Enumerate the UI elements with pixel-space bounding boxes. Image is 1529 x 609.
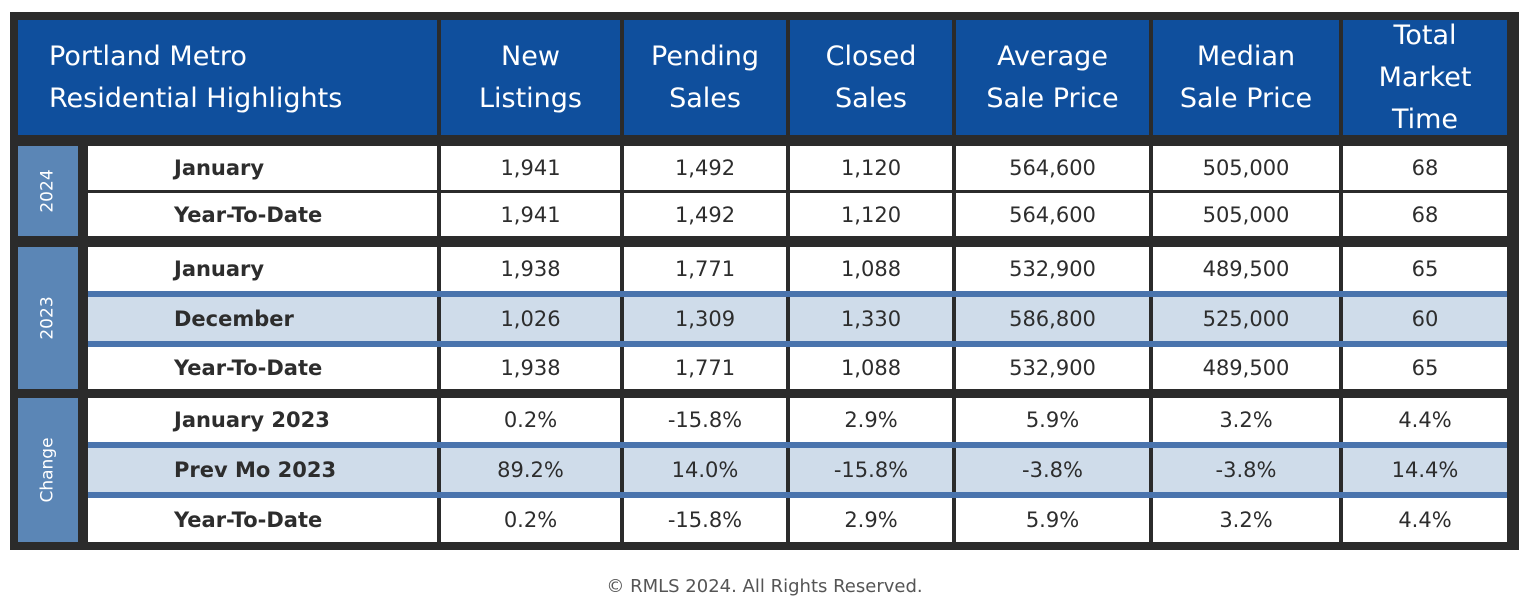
cell-pending-sales: 1,771 bbox=[624, 347, 786, 389]
title-line-2: Residential Highlights bbox=[49, 82, 343, 114]
cell-average-sale-price: 5.9% bbox=[956, 398, 1149, 442]
cell-total-market-time: 68 bbox=[1343, 146, 1507, 190]
cell-total-market-time: 14.4% bbox=[1343, 448, 1507, 492]
cell-closed-sales: 1,088 bbox=[790, 347, 952, 389]
copyright-footer: © RMLS 2024. All Rights Reserved. bbox=[606, 576, 923, 597]
header-total-market-time: Total Market Time bbox=[1343, 20, 1507, 135]
row-label: January bbox=[88, 146, 437, 190]
header-average-sale-price: Average Sale Price bbox=[956, 20, 1149, 135]
header-average-sale-price-line1: Average bbox=[997, 40, 1108, 72]
cell-new-listings: 0.2% bbox=[441, 498, 620, 542]
cell-new-listings: 89.2% bbox=[441, 448, 620, 492]
cell-closed-sales: -15.8% bbox=[790, 448, 952, 492]
row-label: January 2023 bbox=[88, 398, 437, 442]
row-label: Year-To-Date bbox=[88, 498, 437, 542]
row-divider bbox=[88, 442, 1507, 448]
header-median-sale-price: Median Sale Price bbox=[1153, 20, 1339, 135]
cell-median-sale-price: 3.2% bbox=[1153, 398, 1339, 442]
cell-total-market-time: 68 bbox=[1343, 193, 1507, 236]
header-new-listings-line2: Listings bbox=[478, 82, 583, 114]
cell-median-sale-price: 489,500 bbox=[1153, 347, 1339, 389]
highlights-table: Portland Metro Residential Highlights Ne… bbox=[10, 12, 1519, 550]
cell-closed-sales: 1,120 bbox=[790, 193, 952, 236]
row-divider bbox=[88, 341, 1507, 347]
cell-median-sale-price: 525,000 bbox=[1153, 297, 1339, 341]
row-label: Year-To-Date bbox=[88, 193, 437, 236]
cell-total-market-time: 4.4% bbox=[1343, 498, 1507, 542]
group-label-2024-text: 2024 bbox=[37, 169, 58, 213]
cell-closed-sales: 2.9% bbox=[790, 498, 952, 542]
row-label: Year-To-Date bbox=[88, 347, 437, 389]
header-pending-sales: Pending Sales bbox=[624, 20, 786, 135]
cell-average-sale-price: 564,600 bbox=[956, 193, 1149, 236]
cell-pending-sales: 1,771 bbox=[624, 247, 786, 291]
header-new-listings-line1: New bbox=[501, 40, 560, 72]
group-label-change-text: Change bbox=[38, 437, 58, 503]
cell-total-market-time: 65 bbox=[1343, 247, 1507, 291]
cell-average-sale-price: 532,900 bbox=[956, 347, 1149, 389]
group-label-2023: 2023 bbox=[18, 247, 78, 389]
row-label: January bbox=[88, 247, 437, 291]
cell-closed-sales: 1,120 bbox=[790, 146, 952, 190]
header-median-sale-price-line1: Median bbox=[1196, 40, 1296, 72]
cell-average-sale-price: -3.8% bbox=[956, 448, 1149, 492]
cell-median-sale-price: 505,000 bbox=[1153, 193, 1339, 236]
group-label-2023-text: 2023 bbox=[37, 296, 58, 340]
cell-pending-sales: 1,309 bbox=[624, 297, 786, 341]
cell-pending-sales: 1,492 bbox=[624, 146, 786, 190]
cell-median-sale-price: 489,500 bbox=[1153, 247, 1339, 291]
cell-new-listings: 0.2% bbox=[441, 398, 620, 442]
cell-new-listings: 1,941 bbox=[441, 193, 620, 236]
group-label-change: Change bbox=[18, 398, 78, 542]
header-median-sale-price-line2: Sale Price bbox=[1179, 82, 1313, 114]
row-label: December bbox=[88, 297, 437, 341]
cell-closed-sales: 1,088 bbox=[790, 247, 952, 291]
cell-pending-sales: -15.8% bbox=[624, 498, 786, 542]
header-pending-sales-line2: Sales bbox=[669, 82, 741, 114]
cell-total-market-time: 4.4% bbox=[1343, 398, 1507, 442]
cell-total-market-time: 60 bbox=[1343, 297, 1507, 341]
header-closed-sales-line2: Sales bbox=[835, 82, 907, 114]
row-divider bbox=[88, 492, 1507, 498]
cell-pending-sales: -15.8% bbox=[624, 398, 786, 442]
cell-median-sale-price: -3.8% bbox=[1153, 448, 1339, 492]
cell-average-sale-price: 5.9% bbox=[956, 498, 1149, 542]
header-total-market-time-line3: Time bbox=[1391, 103, 1459, 135]
cell-median-sale-price: 3.2% bbox=[1153, 498, 1339, 542]
title-line-1: Portland Metro bbox=[49, 40, 247, 72]
cell-median-sale-price: 505,000 bbox=[1153, 146, 1339, 190]
cell-pending-sales: 14.0% bbox=[624, 448, 786, 492]
cell-average-sale-price: 532,900 bbox=[956, 247, 1149, 291]
cell-new-listings: 1,941 bbox=[441, 146, 620, 190]
cell-average-sale-price: 564,600 bbox=[956, 146, 1149, 190]
cell-pending-sales: 1,492 bbox=[624, 193, 786, 236]
row-label: Prev Mo 2023 bbox=[88, 448, 437, 492]
header-closed-sales: Closed Sales bbox=[790, 20, 952, 135]
group-label-2024: 2024 bbox=[18, 146, 78, 236]
cell-closed-sales: 1,330 bbox=[790, 297, 952, 341]
row-divider bbox=[88, 291, 1507, 297]
cell-new-listings: 1,938 bbox=[441, 247, 620, 291]
header-average-sale-price-line2: Sale Price bbox=[986, 82, 1119, 114]
cell-total-market-time: 65 bbox=[1343, 347, 1507, 389]
cell-new-listings: 1,938 bbox=[441, 347, 620, 389]
cell-new-listings: 1,026 bbox=[441, 297, 620, 341]
header-closed-sales-line1: Closed bbox=[825, 40, 917, 72]
header-pending-sales-line1: Pending bbox=[651, 40, 759, 72]
table-title: Portland Metro Residential Highlights bbox=[18, 20, 437, 135]
header-total-market-time-line1: Total bbox=[1393, 19, 1457, 51]
cell-average-sale-price: 586,800 bbox=[956, 297, 1149, 341]
header-total-market-time-line2: Market bbox=[1378, 61, 1472, 93]
header-new-listings: New Listings bbox=[441, 20, 620, 135]
cell-closed-sales: 2.9% bbox=[790, 398, 952, 442]
